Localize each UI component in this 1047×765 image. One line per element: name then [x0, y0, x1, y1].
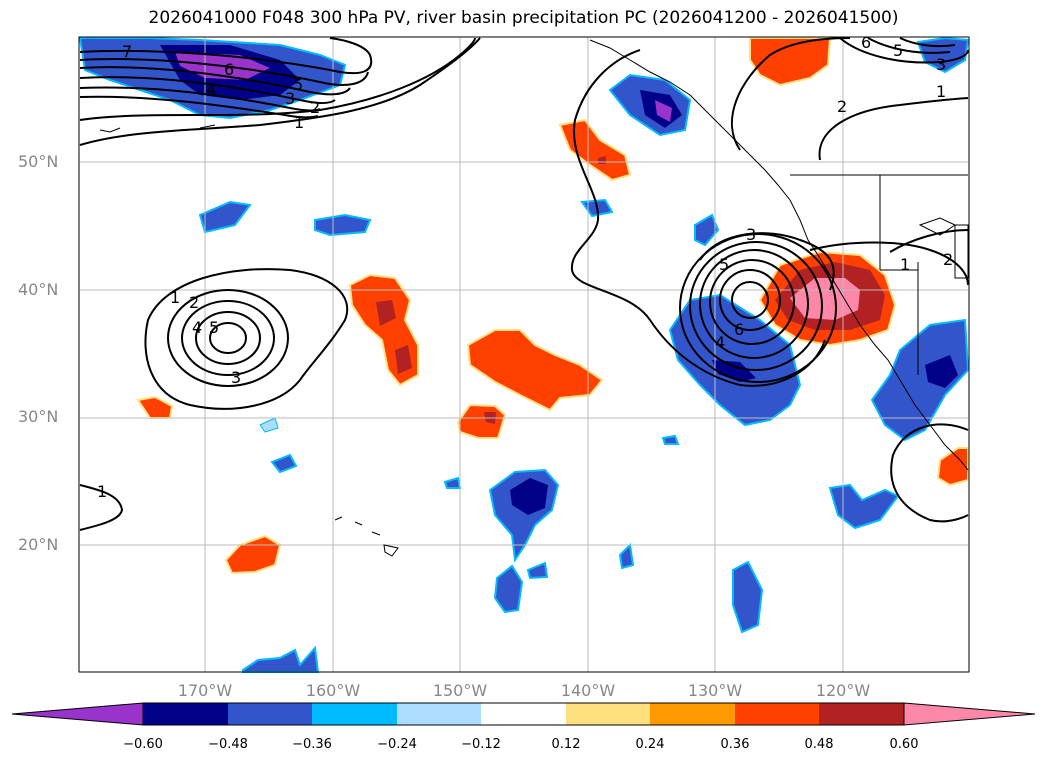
colorbar-tick: 0.48 [804, 737, 834, 752]
lon-label: 170°W [177, 681, 233, 700]
contour-label: 3 [936, 55, 946, 74]
contour-label: 2 [189, 293, 199, 312]
contour-label: 1 [294, 113, 304, 132]
contour-label: 6 [861, 33, 871, 52]
lat-label: 50°N [18, 152, 59, 171]
colorbar-segment [650, 703, 735, 725]
map-title: 2026041000 F048 300 hPa PV, river basin … [148, 8, 899, 28]
pv-contours [79, 37, 969, 531]
precip-blob-pos [466, 329, 604, 412]
colorbar-segment [228, 703, 312, 725]
precip-blob-neg [493, 564, 524, 614]
colorbar-tick: −0.24 [377, 737, 417, 752]
precip-blob-neg [618, 542, 635, 570]
precip-blob-pos [456, 403, 507, 439]
precip-blob-neg [270, 453, 298, 474]
colorbar-tick: −0.48 [208, 737, 248, 752]
precip-blob-neg [828, 483, 900, 530]
contour-label: 6 [734, 320, 744, 339]
contour-label: 5 [893, 41, 903, 60]
contour-label: 3 [285, 89, 295, 108]
precip-blob-neg [870, 318, 970, 442]
colorbar-segment [735, 703, 819, 725]
colorbar-tick: 0.60 [889, 737, 919, 752]
precip-shading [78, 36, 970, 673]
colorbar-segment [397, 703, 481, 725]
precip-blob-neg [655, 100, 672, 122]
precip-blob-neg [242, 645, 320, 673]
map-frame [78, 36, 970, 673]
colorbar-frame [142, 702, 905, 726]
lon-label: 130°W [687, 681, 743, 700]
contour-label: 2 [837, 97, 847, 116]
colorbar [11, 702, 1036, 726]
precip-blob-pos [136, 395, 174, 419]
precip-blob-pos [749, 37, 832, 87]
colorbar-tick: −0.36 [292, 737, 332, 752]
precip-blob-neg [198, 200, 252, 234]
precip-blob-neg [443, 476, 462, 489]
contour-label: 2 [943, 250, 953, 269]
contour-label: 3 [746, 225, 756, 244]
precip-blob-neg [712, 360, 756, 382]
colorbar-segment [143, 703, 228, 725]
precip-blob-neg [732, 560, 764, 634]
precip-blob-pos [224, 534, 282, 575]
lon-label: 160°W [305, 681, 361, 700]
contour-label: 1 [97, 482, 107, 501]
colorbar-segment [312, 703, 397, 725]
lon-label: 140°W [560, 681, 616, 700]
colorbar-extend-high [903, 702, 1036, 726]
contour-labels: 7 6 5 4 3 2 1 1 2 4 5 3 3 5 6 4 1 2 6 5 … [97, 33, 953, 501]
contour-label: 4 [192, 318, 202, 337]
colorbar-tick: 0.24 [635, 737, 665, 752]
precip-blob-pos [558, 118, 632, 182]
contour-label: 1 [936, 82, 946, 101]
precip-blob-neg [694, 213, 720, 247]
precip-blob-pos [395, 345, 412, 374]
colorbar-segment [481, 703, 566, 725]
precip-blob-neg [526, 561, 549, 580]
precip-blob-pos [936, 447, 969, 487]
contour-label: 5 [209, 318, 219, 337]
precip-blob-pos [376, 300, 396, 326]
colorbar-tick: −0.60 [123, 737, 163, 752]
contour-label: 2 [310, 98, 320, 117]
contour-label: 6 [224, 60, 234, 79]
precip-blob-neg [661, 434, 680, 445]
contour-label: 1 [900, 255, 910, 274]
contour-label: 3 [231, 368, 241, 387]
contour-label: 5 [719, 255, 729, 274]
colorbar-tick: 0.12 [551, 737, 581, 752]
contour-label: 4 [715, 333, 725, 352]
precip-blob-neg [259, 417, 279, 433]
precip-blob-neg [510, 478, 548, 515]
precip-blob-neg [925, 355, 958, 388]
contour-label: 5 [293, 75, 303, 94]
contour-label: 4 [206, 80, 216, 99]
precip-blob-neg [314, 213, 372, 237]
lon-label: 120°W [815, 681, 871, 700]
colorbar-segment [566, 703, 650, 725]
contour-label: 7 [122, 42, 132, 61]
colorbar-segment [819, 703, 904, 725]
lat-label: 30°N [18, 407, 59, 426]
colorbar-tick: −0.12 [461, 737, 501, 752]
lon-label: 150°W [432, 681, 488, 700]
lat-label: 40°N [18, 280, 59, 299]
colorbar-tick: 0.36 [720, 737, 750, 752]
lat-label: 20°N [18, 535, 59, 554]
graticule [80, 37, 968, 672]
colorbar-extend-low [11, 702, 144, 726]
contour-label: 1 [170, 288, 180, 307]
